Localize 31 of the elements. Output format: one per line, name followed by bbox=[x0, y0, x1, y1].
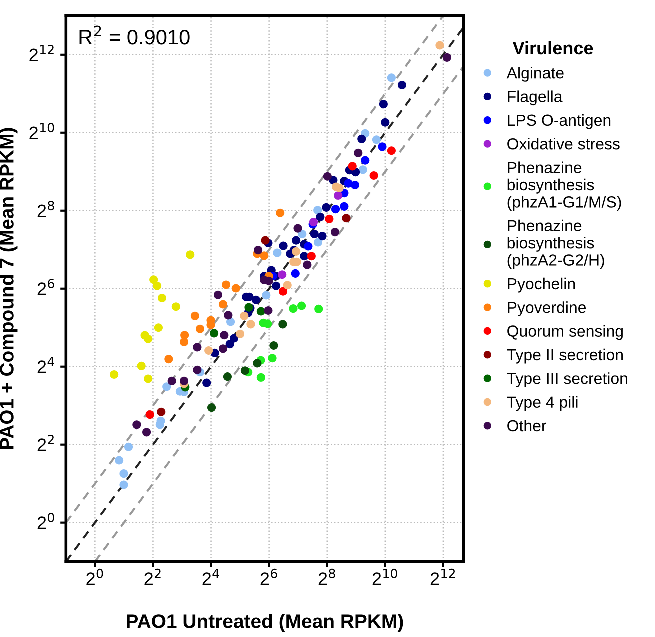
x-tick-label: 2$^{0}$ bbox=[86, 568, 104, 586]
annotation: R$^{2}$ = 0.9010 bbox=[80, 26, 190, 45]
x-tick-label: 2$^{12}$ bbox=[430, 568, 456, 586]
legend-label: Alginate bbox=[506, 67, 564, 82]
y-tick-label: 2$^{0}$ bbox=[38, 512, 54, 530]
legend-label: Type 4 pili bbox=[507, 396, 578, 412]
legend-label: Type II secretion bbox=[507, 348, 623, 364]
legend-label: Phenazine biosynthesis (phzA1-G1/M/S) bbox=[508, 162, 622, 212]
x-tick-label: 2$^{6}$ bbox=[260, 568, 278, 586]
legend-label: Oxidative stress bbox=[508, 138, 620, 150]
y-tick-label: 2$^{6}$ bbox=[38, 278, 54, 296]
y-tick-label: 2$^{12}$ bbox=[30, 45, 54, 62]
y-tick-label: 2$^{10}$ bbox=[30, 123, 54, 140]
y-tick-label: 2$^{2}$ bbox=[38, 434, 54, 452]
legend-label: Pyochelin bbox=[508, 278, 576, 293]
legend-label: Flagella bbox=[508, 90, 563, 106]
y-axis-title: PAO1 + Compound 7 (Mean RPKM) bbox=[0, 128, 18, 450]
legend-label: LPS O-antigen bbox=[508, 114, 611, 130]
legend-label: Other bbox=[508, 420, 547, 432]
x-tick-label: 2$^{10}$ bbox=[372, 568, 398, 586]
x-tick-label: 2$^{8}$ bbox=[318, 568, 336, 586]
y-tick-label: 2$^{8}$ bbox=[38, 201, 54, 218]
legend-title: Virulence bbox=[512, 41, 594, 55]
y-tick-label: 2$^{4}$ bbox=[38, 357, 55, 374]
legend-label: Type III secretion bbox=[507, 372, 628, 388]
legend-label: Phenazine biosynthesis (phzA2-G2/H) bbox=[508, 220, 604, 270]
x-tick-label: 2$^{2}$ bbox=[144, 568, 161, 586]
legend-label: Pyoverdine bbox=[508, 302, 586, 316]
x-tick-label: 2$^{4}$ bbox=[202, 569, 220, 586]
x-axis-title: PAO1 Untreated (Mean RPKM) bbox=[127, 614, 404, 632]
legend-label: Quorum sensing bbox=[508, 325, 623, 340]
